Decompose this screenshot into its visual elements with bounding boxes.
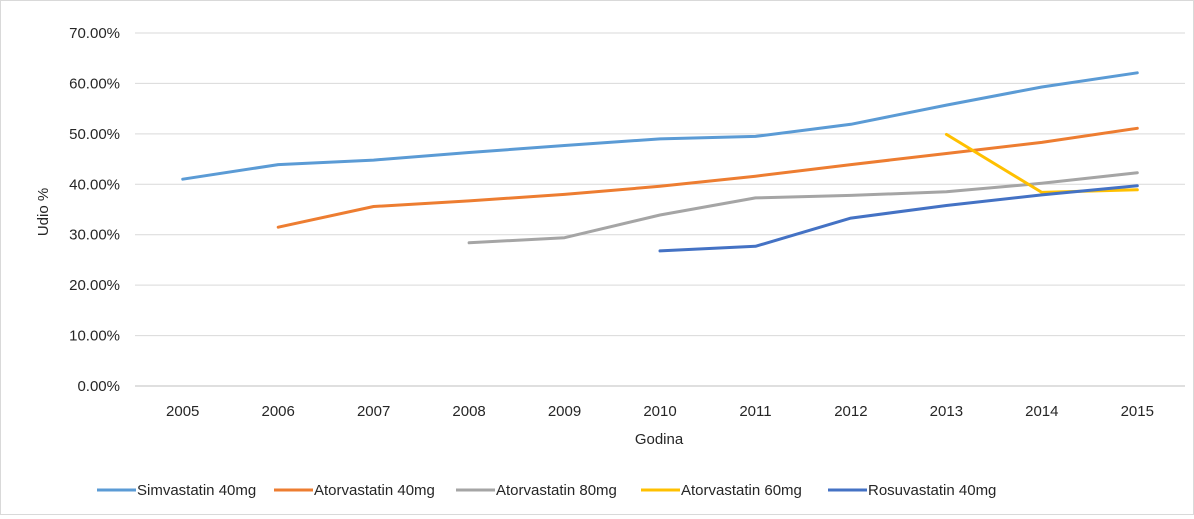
gridlines xyxy=(135,32,1185,387)
x-axis-ticks: 2005 2006 2007 2008 2009 2010 2011 2012 2013 2014… xyxy=(166,403,1154,420)
y-tick-label: 10.00% xyxy=(69,328,120,345)
legend-item: Atorvastatin 40mg xyxy=(274,482,435,499)
y-tick-label: 30.00% xyxy=(69,227,120,244)
x-axis-title: Godina xyxy=(635,431,684,448)
series-lines xyxy=(181,71,1139,253)
x-tick-label: 2006 xyxy=(261,403,294,420)
x-tick-label: 2008 xyxy=(452,403,485,420)
legend-label: Atorvastatin 40mg xyxy=(314,482,435,499)
x-tick-label: 2009 xyxy=(548,403,581,420)
series-line-atorvastatin-80mg xyxy=(467,171,1139,245)
y-axis-title: Udio % xyxy=(35,188,52,236)
x-tick-label: 2014 xyxy=(1025,403,1058,420)
series-line-atorvastatin-60mg xyxy=(944,132,1139,194)
series-line-simvastatin-40mg xyxy=(181,71,1139,181)
x-tick-label: 2010 xyxy=(643,403,676,420)
legend-item: Simvastatin 40mg xyxy=(97,482,256,499)
y-axis-ticks: 0.00% 10.00% 20.00% 30.00% 40.00% 50.00% 60.00… xyxy=(69,25,120,395)
legend: Simvastatin 40mg Atorvastatin 40mg Atorvas… xyxy=(97,482,996,499)
x-tick-label: 2005 xyxy=(166,403,199,420)
legend-label: Rosuvastatin 40mg xyxy=(868,482,996,499)
y-tick-label: 60.00% xyxy=(69,75,120,92)
y-tick-label: 70.00% xyxy=(69,25,120,42)
legend-label: Simvastatin 40mg xyxy=(137,482,256,499)
y-tick-label: 50.00% xyxy=(69,126,120,143)
y-tick-label: 40.00% xyxy=(69,176,120,193)
legend-label: Atorvastatin 80mg xyxy=(496,482,617,499)
x-tick-label: 2013 xyxy=(930,403,963,420)
x-tick-label: 2007 xyxy=(357,403,390,420)
y-tick-label: 20.00% xyxy=(69,277,120,294)
x-tick-label: 2015 xyxy=(1121,403,1154,420)
x-tick-label: 2012 xyxy=(834,403,867,420)
legend-item: Atorvastatin 80mg xyxy=(456,482,617,499)
x-tick-label: 2011 xyxy=(739,403,771,420)
series-line-atorvastatin-40mg xyxy=(276,126,1139,229)
y-tick-label: 0.00% xyxy=(77,378,120,395)
series-line-rosuvastatin-40mg xyxy=(658,184,1139,253)
legend-item: Atorvastatin 60mg xyxy=(641,482,802,499)
legend-item: Rosuvastatin 40mg xyxy=(828,482,996,499)
legend-label: Atorvastatin 60mg xyxy=(681,482,802,499)
